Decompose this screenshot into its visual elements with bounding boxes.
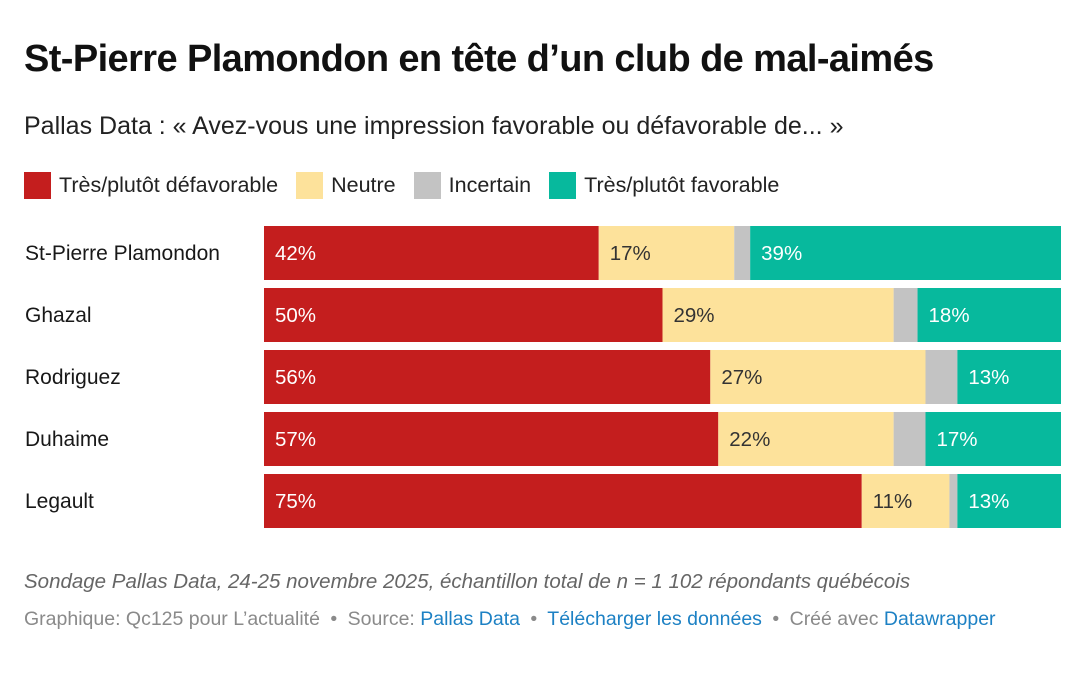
data-label: 22% [729, 428, 770, 451]
legend-item-defavorable: Très/plutôt défavorable [24, 172, 278, 199]
chart-title: St-Pierre Plamondon en tête d’un club de… [24, 38, 934, 80]
chart-notes: Sondage Pallas Data, 24-25 novembre 2025… [24, 570, 911, 593]
bar-segment [861, 474, 950, 528]
bar-segment [917, 288, 1061, 342]
bar-segment [264, 288, 663, 342]
bar-segment [264, 226, 599, 280]
category-label: Rodriguez [25, 366, 121, 389]
byline: Graphique: Qc125 pour L’actualité • Sour… [24, 608, 996, 631]
bar-segment [264, 350, 711, 404]
bar-segment [264, 412, 719, 466]
bar-row: Duhaime 57% 22% 17% [25, 412, 1061, 466]
byline-source-prefix: Source: [347, 608, 415, 630]
bar-row: Legault 75% 11% 13% [25, 474, 1061, 528]
data-label: 56% [275, 366, 316, 389]
bar-segment [662, 288, 894, 342]
bar-segment [264, 474, 862, 528]
data-label: 27% [721, 366, 762, 389]
download-data-link[interactable]: Télécharger les données [547, 608, 762, 630]
category-label: Ghazal [25, 304, 92, 327]
legend-item-favorable: Très/plutôt favorable [549, 172, 779, 199]
bar-segment [734, 226, 751, 280]
bar-segment [598, 226, 735, 280]
legend-item-neutre: Neutre [296, 172, 396, 199]
byline-separator: • [330, 608, 338, 630]
bar-segment [710, 350, 926, 404]
bar-row: St-Pierre Plamondon 42% 17% 39% [25, 226, 1061, 280]
byline-separator: • [772, 608, 780, 630]
bar-segment [893, 412, 926, 466]
bar-segment [893, 288, 918, 342]
bar-segment [750, 226, 1061, 280]
legend-item-incertain: Incertain [413, 172, 532, 199]
bar-segment [925, 350, 958, 404]
legend-swatch [24, 172, 51, 199]
byline-separator: • [530, 608, 538, 630]
data-label: 17% [937, 428, 978, 451]
category-label: St-Pierre Plamondon [25, 242, 220, 265]
legend-label: Incertain [448, 173, 532, 197]
category-label: Duhaime [25, 428, 109, 451]
legend-swatch [296, 172, 324, 199]
byline-graphic: Graphique: Qc125 pour L’actualité [24, 608, 320, 630]
legend-label: Neutre [331, 173, 396, 197]
data-label: 11% [873, 490, 913, 513]
chart-subtitle: Pallas Data : « Avez-vous une impression… [24, 112, 844, 140]
bar-segment [957, 350, 1061, 404]
data-label: 42% [275, 242, 316, 265]
byline-created-prefix: Créé avec [789, 608, 879, 630]
legend-swatch [549, 172, 577, 199]
data-label: 75% [275, 490, 316, 513]
bar-segment [718, 412, 894, 466]
datawrapper-link[interactable]: Datawrapper [883, 608, 996, 630]
data-label: 17% [610, 242, 651, 265]
data-label: 18% [929, 304, 970, 327]
data-label: 29% [674, 304, 715, 327]
bar-segment [957, 474, 1061, 528]
data-label: 13% [968, 490, 1009, 513]
legend-swatch [413, 172, 441, 199]
bar-row: Rodriguez 56% 27% 13% [25, 350, 1061, 404]
data-label: 13% [968, 366, 1009, 389]
data-label: 57% [275, 428, 316, 451]
data-label: 50% [275, 304, 316, 327]
legend-label: Très/plutôt favorable [584, 173, 780, 197]
bar-segment [925, 412, 1061, 466]
legend: Très/plutôt défavorable Neutre Incertain… [24, 172, 797, 199]
data-label: 39% [761, 242, 802, 265]
bar-segment [949, 474, 958, 528]
legend-label: Très/plutôt défavorable [59, 173, 279, 197]
category-label: Legault [25, 490, 94, 513]
bar-row: Ghazal 50% 29% 18% [25, 288, 1061, 342]
source-link[interactable]: Pallas Data [420, 608, 520, 630]
stacked-bar-chart: St-Pierre Plamondon 42% 17% 39% Ghazal 50% 29%… [25, 226, 1061, 528]
